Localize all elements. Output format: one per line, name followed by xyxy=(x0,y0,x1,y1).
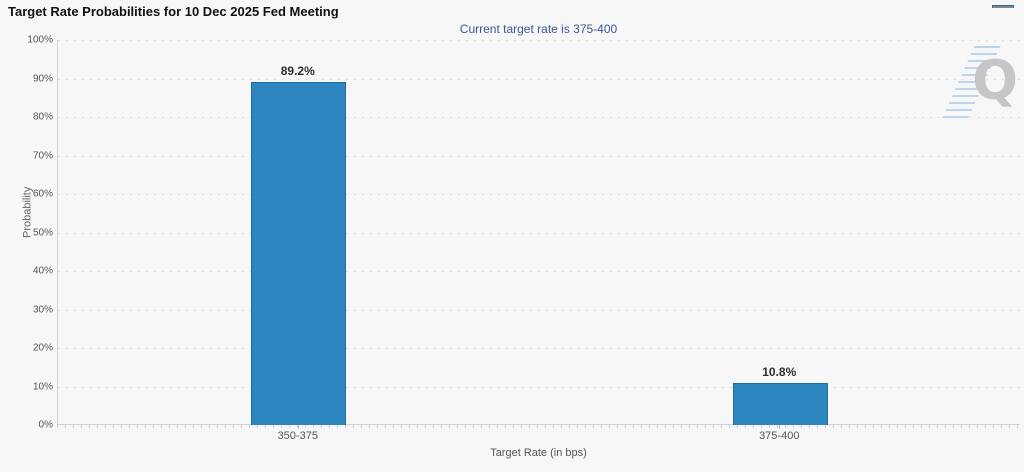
y-tick-label: 100% xyxy=(27,34,53,46)
y-tick-label: 30% xyxy=(32,304,53,315)
y-tick-label: 20% xyxy=(32,342,53,354)
gridline xyxy=(58,78,1020,80)
gridline xyxy=(58,271,1020,272)
gridline xyxy=(58,155,1020,157)
gridline xyxy=(58,348,1020,349)
y-tick-label: 60% xyxy=(32,188,53,200)
plot-area xyxy=(57,40,1020,425)
y-tick-label: 80% xyxy=(32,111,53,123)
chart-subtitle: Current target rate is 375-400 xyxy=(459,22,618,36)
bar-value-label: 10.8% xyxy=(762,365,797,380)
probability-bar-350-375[interactable] xyxy=(251,81,347,425)
gridline xyxy=(58,194,1020,195)
hamburger-menu-icon[interactable] xyxy=(992,4,1014,20)
y-tick-label: 90% xyxy=(32,73,53,84)
gridline xyxy=(58,117,1020,118)
gridline xyxy=(58,40,1020,41)
gridline xyxy=(58,386,1020,388)
x-axis-title: Target Rate (in bps) xyxy=(490,447,587,459)
y-tick-label: 40% xyxy=(32,265,53,277)
y-tick-label: 0% xyxy=(38,419,53,431)
chart-title: Target Rate Probabilities for 10 Dec 202… xyxy=(8,4,339,19)
category-tick xyxy=(297,425,299,429)
category-tick xyxy=(779,425,781,429)
probability-bar-375-400[interactable] xyxy=(732,383,828,425)
x-tick-label: 350-375 xyxy=(277,430,318,442)
y-tick-label: 50% xyxy=(32,227,53,238)
hamburger-bar xyxy=(992,5,1014,8)
x-axis-tickline xyxy=(57,425,1020,428)
gridline xyxy=(58,232,1020,234)
y-tick-label: 10% xyxy=(32,381,53,392)
bar-value-label: 89.2% xyxy=(280,63,315,78)
y-tick-label: 70% xyxy=(32,150,53,161)
x-tick-label: 375-400 xyxy=(759,430,800,442)
gridline xyxy=(58,309,1020,311)
